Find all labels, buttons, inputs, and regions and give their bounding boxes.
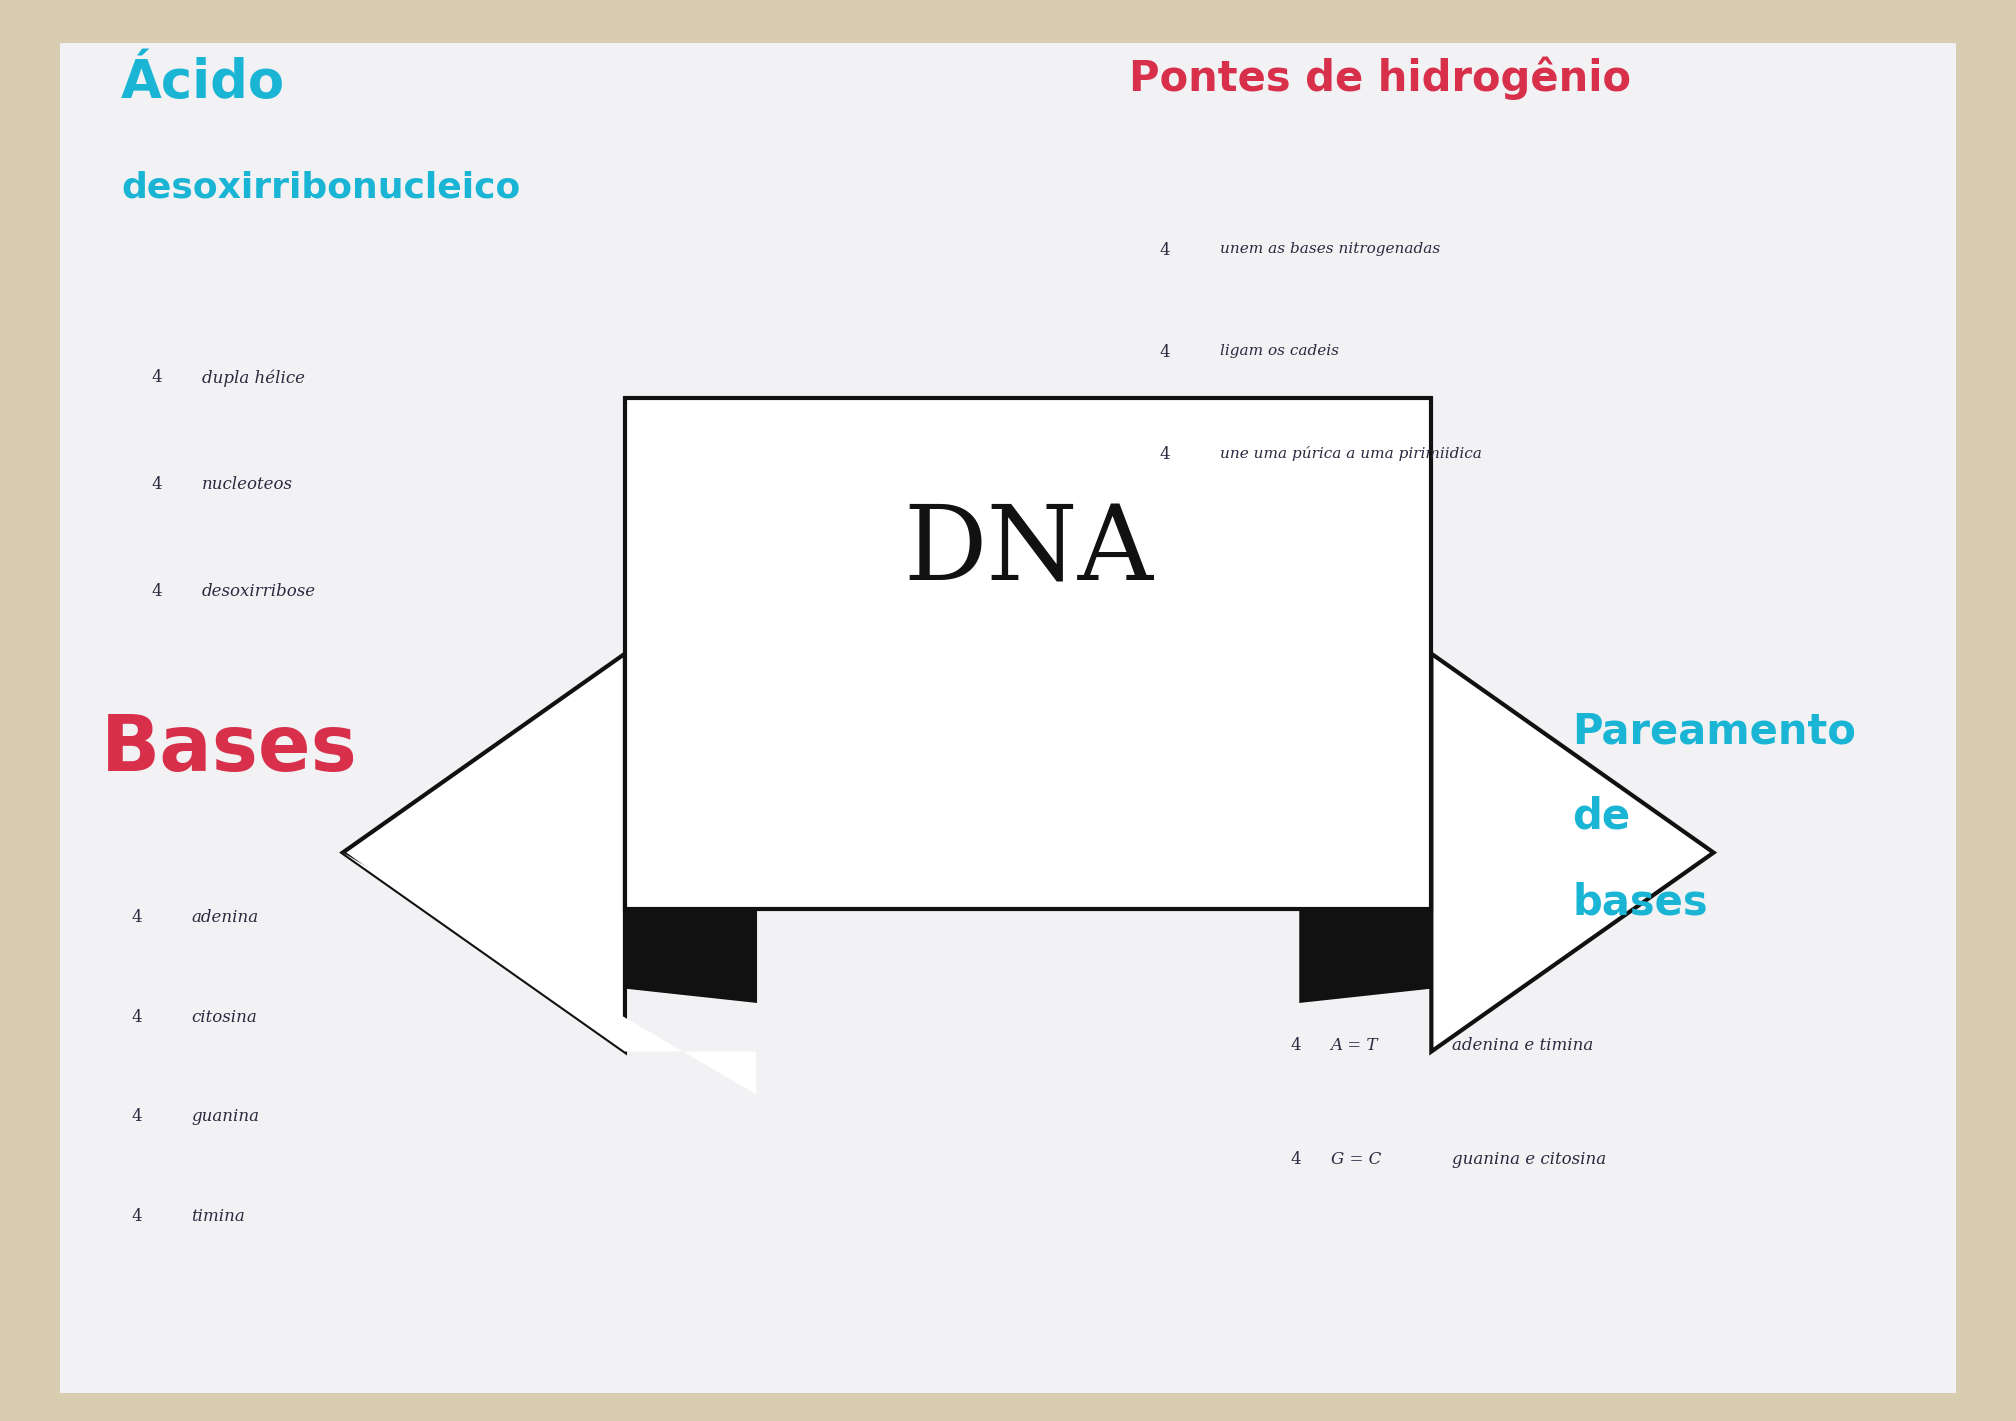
Text: 4: 4	[131, 1009, 141, 1026]
Text: guanina: guanina	[192, 1108, 260, 1125]
Polygon shape	[625, 909, 756, 1002]
Text: timina: timina	[192, 1208, 246, 1225]
Polygon shape	[343, 654, 625, 1052]
Text: de: de	[1572, 796, 1631, 838]
Text: unem as bases nitrogenadas: unem as bases nitrogenadas	[1220, 242, 1439, 256]
Text: adenina e timina: adenina e timina	[1452, 1037, 1593, 1054]
Text: dupla hélice: dupla hélice	[202, 369, 304, 387]
Text: DNA: DNA	[903, 500, 1153, 603]
Text: Bases: Bases	[101, 710, 357, 786]
Text: 4: 4	[1159, 446, 1169, 463]
Text: desoxirribonucleico: desoxirribonucleico	[121, 171, 520, 205]
Text: 4: 4	[151, 476, 161, 493]
Text: citosina: citosina	[192, 1009, 258, 1026]
Text: 4: 4	[1290, 1037, 1300, 1054]
Text: ligam os cadeis: ligam os cadeis	[1220, 344, 1339, 358]
Polygon shape	[1300, 909, 1431, 1002]
Text: Pontes de hidrogênio: Pontes de hidrogênio	[1129, 57, 1631, 101]
Text: 4: 4	[1159, 242, 1169, 259]
Text: une uma púrica a uma pirimiidica: une uma púrica a uma pirimiidica	[1220, 446, 1482, 462]
Text: adenina: adenina	[192, 909, 258, 926]
Polygon shape	[60, 43, 1956, 1393]
Text: A = T: A = T	[1331, 1037, 1379, 1054]
Text: 4: 4	[151, 369, 161, 387]
Text: Pareamento: Pareamento	[1572, 710, 1857, 753]
Text: 4: 4	[131, 1108, 141, 1125]
Polygon shape	[1431, 654, 1714, 1052]
Text: G = C: G = C	[1331, 1151, 1381, 1168]
Text: nucleoteos: nucleoteos	[202, 476, 292, 493]
Text: Ácido: Ácido	[121, 57, 284, 109]
Text: desoxirribose: desoxirribose	[202, 583, 317, 600]
Text: bases: bases	[1572, 881, 1708, 924]
FancyBboxPatch shape	[625, 398, 1431, 909]
Text: 4: 4	[131, 1208, 141, 1225]
Text: guanina e citosina: guanina e citosina	[1452, 1151, 1605, 1168]
Text: 4: 4	[131, 909, 141, 926]
Text: 4: 4	[151, 583, 161, 600]
Text: 4: 4	[1290, 1151, 1300, 1168]
Polygon shape	[343, 853, 756, 1094]
Text: 4: 4	[1159, 344, 1169, 361]
